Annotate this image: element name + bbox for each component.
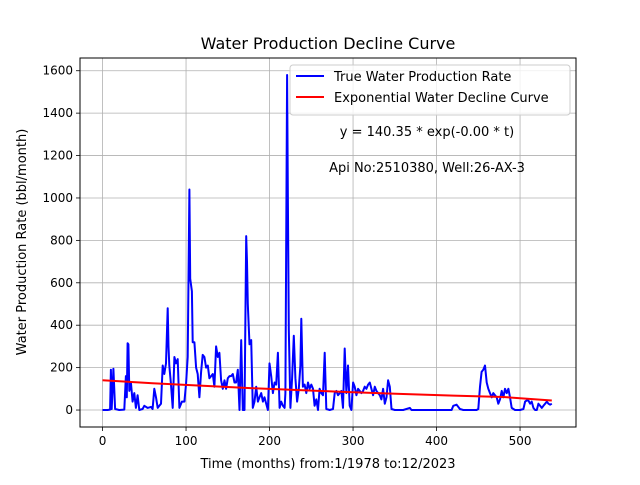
legend-label-exponential: Exponential Water Decline Curve [334, 91, 549, 106]
y-tick-label: 1400 [42, 106, 73, 120]
y-tick-label: 1600 [42, 64, 73, 78]
equation-annotation: y = 140.35 * exp(-0.00 * t) [340, 125, 514, 140]
well-annotation: Api No:2510380, Well:26-AX-3 [329, 161, 525, 176]
y-tick-label: 1000 [42, 191, 73, 205]
y-tick-label: 200 [50, 361, 73, 375]
axis-ticks: 0 100 200 300 400 500 0 200 400 600 800 1000 1200 140… [42, 64, 531, 448]
chart-title: Water Production Decline Curve [201, 34, 456, 53]
legend-box [289, 64, 571, 116]
y-tick-label: 400 [50, 318, 73, 332]
x-tick-label: 0 [99, 434, 107, 448]
plot-frame [79, 57, 577, 428]
legend-label-true-rate: True Water Production Rate [333, 70, 511, 85]
x-tick-label: 500 [509, 434, 532, 448]
x-tick-label: 200 [258, 434, 281, 448]
series-layer [102, 74, 553, 411]
true-water-production-rate-line [102, 74, 553, 411]
x-tick-label: 400 [425, 434, 448, 448]
y-tick-label: 600 [50, 276, 73, 290]
x-tick-label: 300 [342, 434, 365, 448]
y-axis-label: Water Production Rate (bbl/month) [15, 129, 30, 356]
exponential-decline-curve-line [102, 379, 552, 402]
y-tick-label: 0 [65, 403, 73, 417]
y-tick-label: 1200 [42, 149, 73, 163]
x-axis-label: Time (months) from:1/1978 to:12/2023 [199, 457, 455, 472]
legend: True Water Production Rate Exponential W… [289, 64, 571, 116]
y-tick-label: 800 [50, 233, 73, 247]
x-tick-label: 100 [175, 434, 198, 448]
